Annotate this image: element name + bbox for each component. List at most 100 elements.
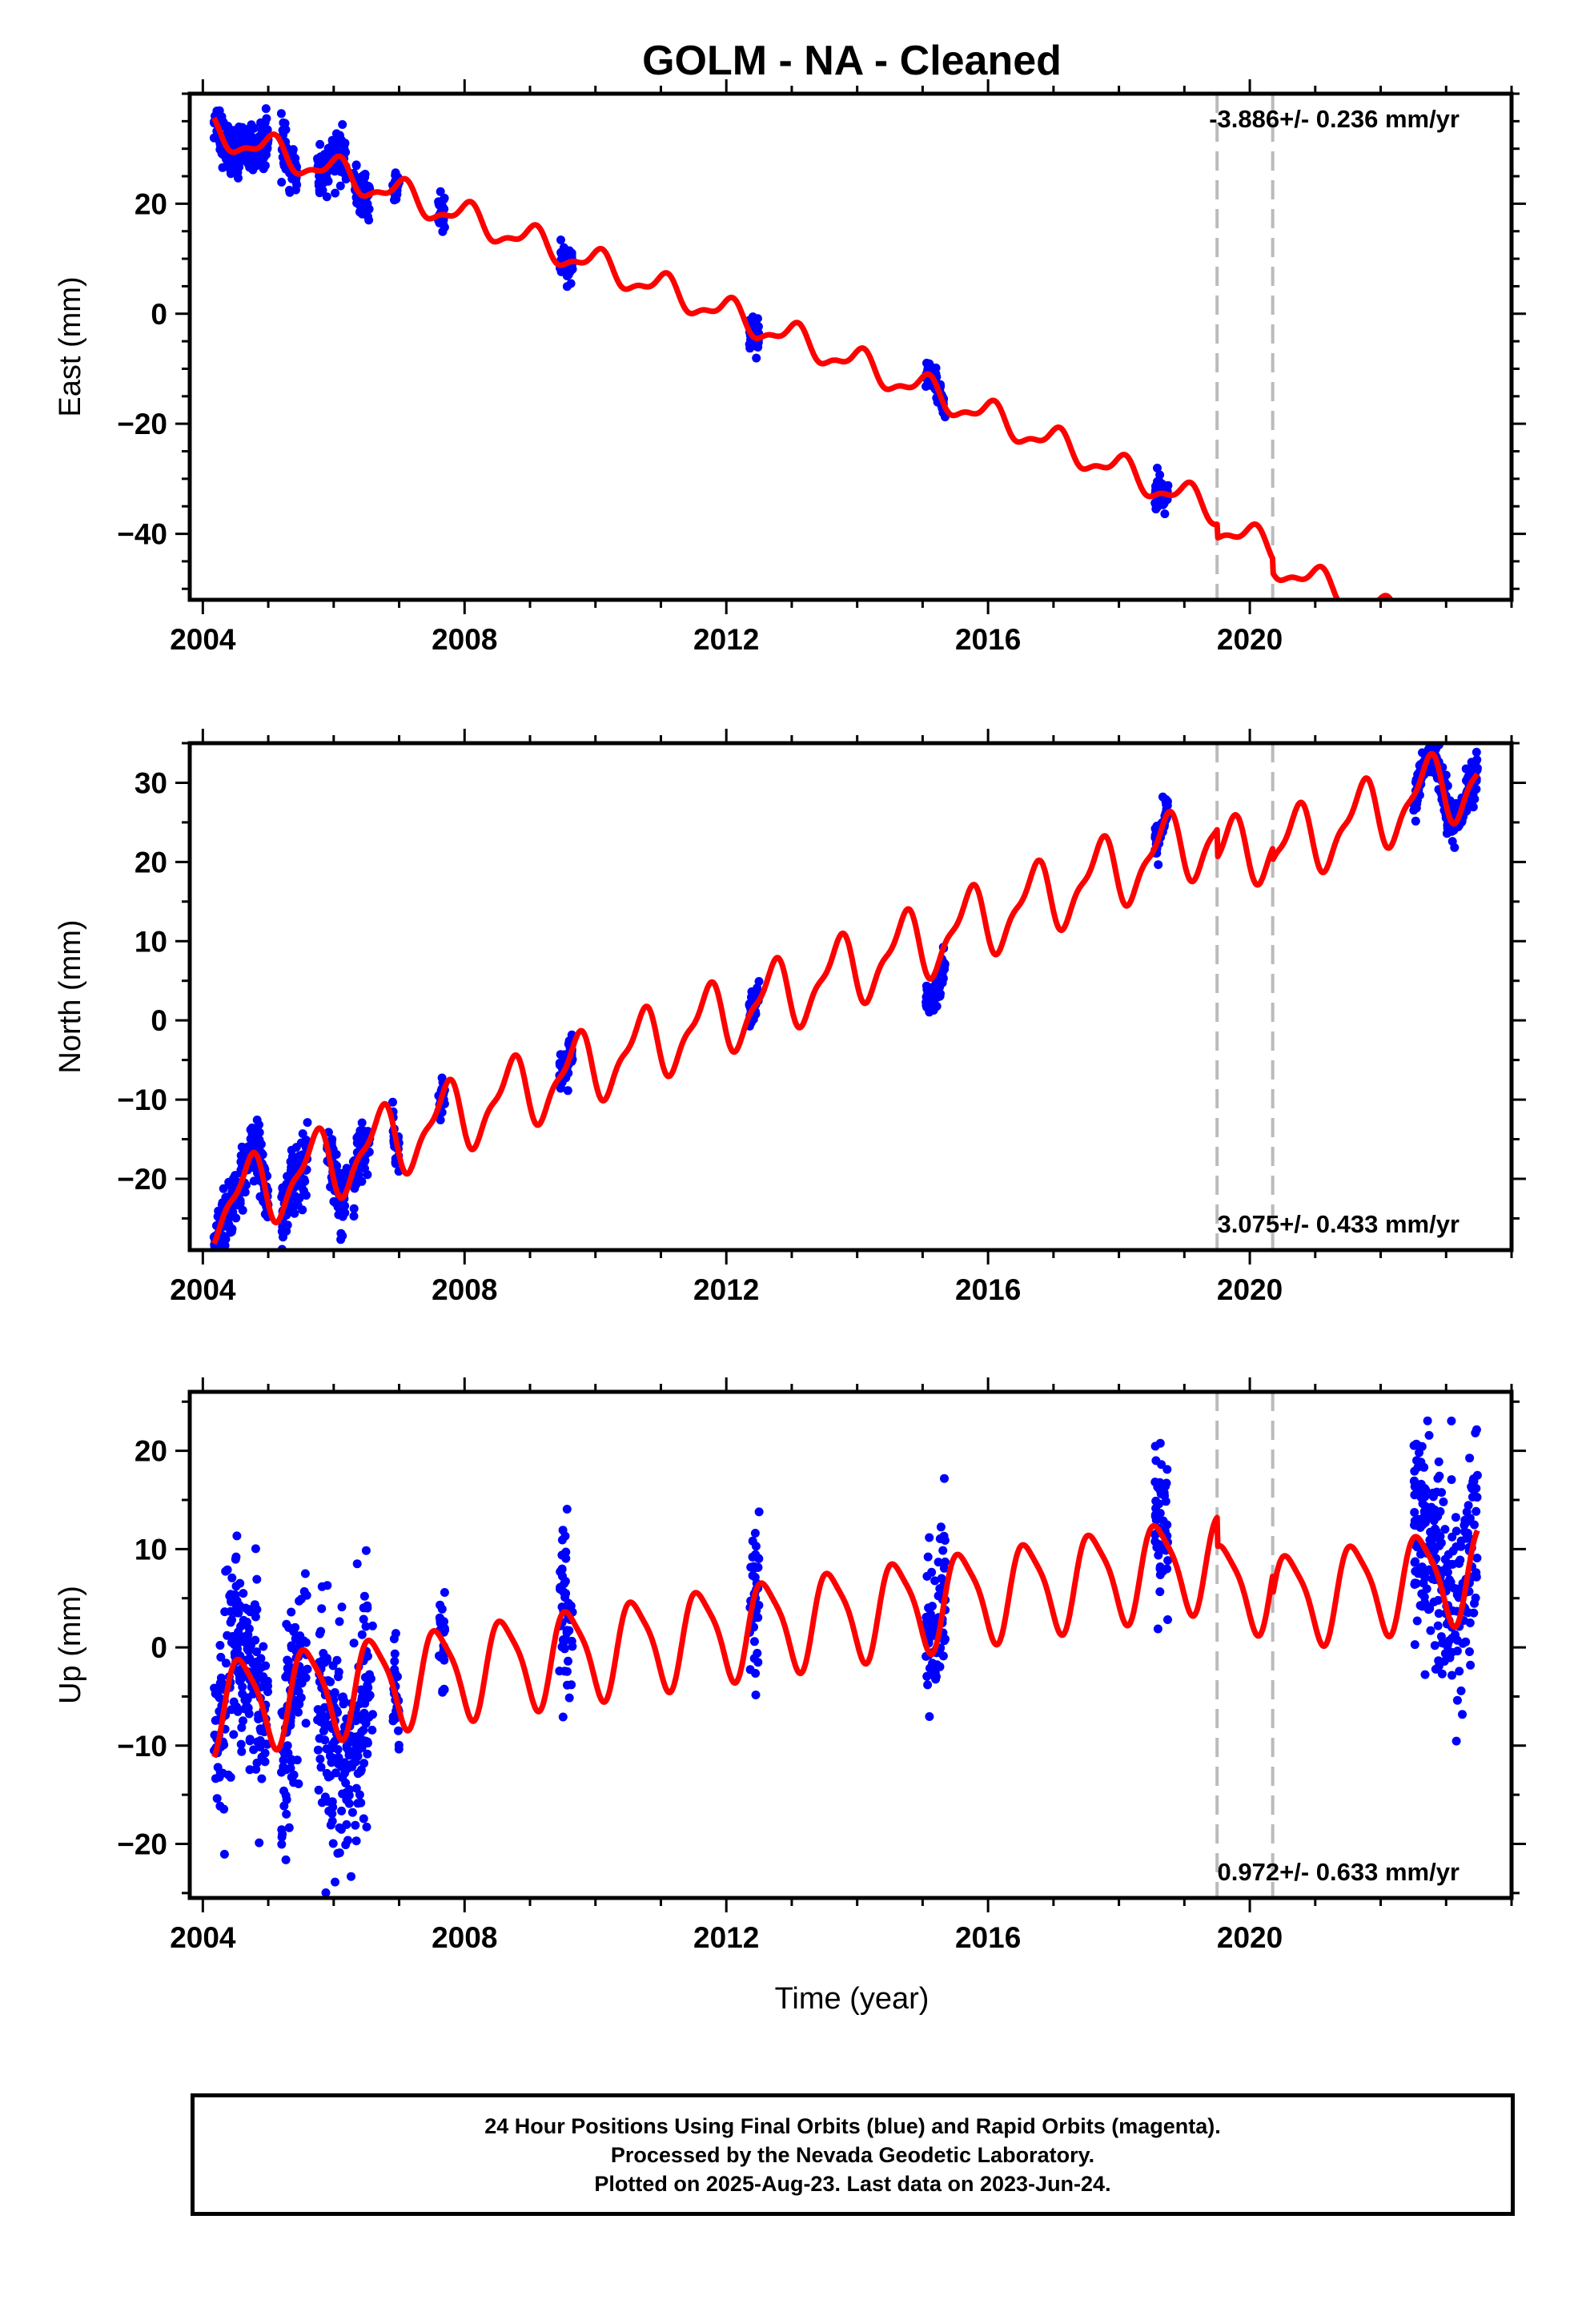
data-point <box>351 1757 360 1767</box>
data-point <box>1468 672 1476 681</box>
data-point <box>347 1807 357 1817</box>
data-point <box>245 1605 254 1614</box>
data-point <box>1412 1616 1422 1626</box>
data-point <box>1427 730 1435 739</box>
data-point <box>325 1751 335 1761</box>
data-point <box>1451 643 1460 652</box>
data-point <box>282 1619 291 1629</box>
y-tick-label: 0 <box>151 1004 167 1037</box>
data-point <box>1447 1416 1456 1425</box>
data-point <box>1472 1506 1481 1516</box>
data-point <box>749 1637 759 1647</box>
data-point <box>299 1190 308 1200</box>
data-points-up <box>210 1416 1482 1897</box>
data-point <box>1465 676 1474 685</box>
data-point <box>238 1205 247 1215</box>
data-point <box>1464 690 1473 698</box>
data-point <box>351 1836 361 1846</box>
y-tick-label: 0 <box>151 298 167 331</box>
data-point <box>1424 734 1433 742</box>
data-point <box>221 1566 231 1576</box>
data-point <box>350 1732 359 1742</box>
data-point <box>1461 661 1470 670</box>
data-point <box>211 1774 220 1783</box>
data-point <box>1450 637 1459 645</box>
data-point <box>1437 632 1446 641</box>
data-point <box>256 1140 266 1149</box>
data-point <box>1420 1492 1430 1502</box>
y-tick-label: 20 <box>135 846 167 879</box>
data-point <box>220 1607 230 1617</box>
data-point <box>1411 630 1420 639</box>
data-point <box>1417 1589 1427 1598</box>
data-point <box>1161 1482 1170 1491</box>
data-point <box>278 1183 287 1192</box>
data-point <box>1470 794 1480 804</box>
data-point <box>1433 648 1442 657</box>
data-point <box>750 1529 760 1538</box>
data-point <box>1447 617 1456 626</box>
data-point <box>1440 1554 1450 1564</box>
data-point <box>239 1615 248 1625</box>
data-point <box>1427 641 1435 649</box>
data-point <box>236 1739 246 1749</box>
data-point <box>261 104 271 114</box>
data-point <box>1460 639 1468 648</box>
data-point <box>321 1888 331 1897</box>
data-point <box>283 1657 293 1667</box>
data-point <box>562 1505 572 1514</box>
data-point <box>1458 1710 1467 1719</box>
data-point <box>1464 1501 1473 1510</box>
data-point <box>347 1872 355 1881</box>
data-point <box>1460 624 1469 633</box>
data-point <box>320 1655 330 1664</box>
data-point <box>1471 690 1480 699</box>
data-point <box>1430 622 1439 631</box>
data-point <box>1151 1496 1161 1506</box>
data-point <box>320 1703 330 1712</box>
data-point <box>303 1664 312 1674</box>
data-point <box>355 1126 365 1136</box>
x-tick-label: 2008 <box>432 623 497 656</box>
data-point <box>1425 635 1434 644</box>
data-point <box>1421 634 1430 643</box>
data-point <box>359 1591 369 1601</box>
data-point <box>259 1642 268 1651</box>
data-point <box>315 139 325 149</box>
data-point <box>1467 659 1476 668</box>
data-point <box>1151 1515 1161 1525</box>
data-point <box>1442 622 1451 631</box>
y-tick-label: 30 <box>135 766 167 799</box>
data-point <box>326 1771 335 1781</box>
data-point <box>1419 639 1428 648</box>
y-tick-label: 20 <box>135 1435 167 1468</box>
x-tick-label: 2012 <box>693 623 759 656</box>
data-point <box>1452 651 1461 660</box>
data-point <box>327 1739 337 1749</box>
data-point <box>1424 1565 1434 1574</box>
data-point <box>367 1725 377 1735</box>
data-point <box>1471 672 1480 681</box>
data-point <box>1428 728 1437 737</box>
y-tick-label: 10 <box>135 925 167 958</box>
data-point <box>1447 1671 1456 1680</box>
data-point <box>1427 653 1435 661</box>
y-tick-label: 10 <box>135 1533 167 1566</box>
data-point <box>1431 660 1439 669</box>
data-point <box>1452 1647 1462 1656</box>
data-point <box>1444 630 1453 639</box>
data-point <box>1449 1583 1459 1593</box>
data-point <box>1440 1649 1450 1659</box>
data-point <box>318 186 327 195</box>
x-tick-label: 2020 <box>1217 623 1283 656</box>
data-point <box>1439 653 1448 662</box>
data-point <box>1452 621 1461 630</box>
data-point <box>1455 1667 1464 1676</box>
data-point <box>1471 679 1480 688</box>
data-point <box>1439 625 1448 634</box>
data-point <box>259 153 268 163</box>
data-point <box>359 1814 368 1823</box>
data-point <box>1450 629 1459 638</box>
data-point <box>1468 690 1476 698</box>
data-point <box>353 1134 363 1144</box>
